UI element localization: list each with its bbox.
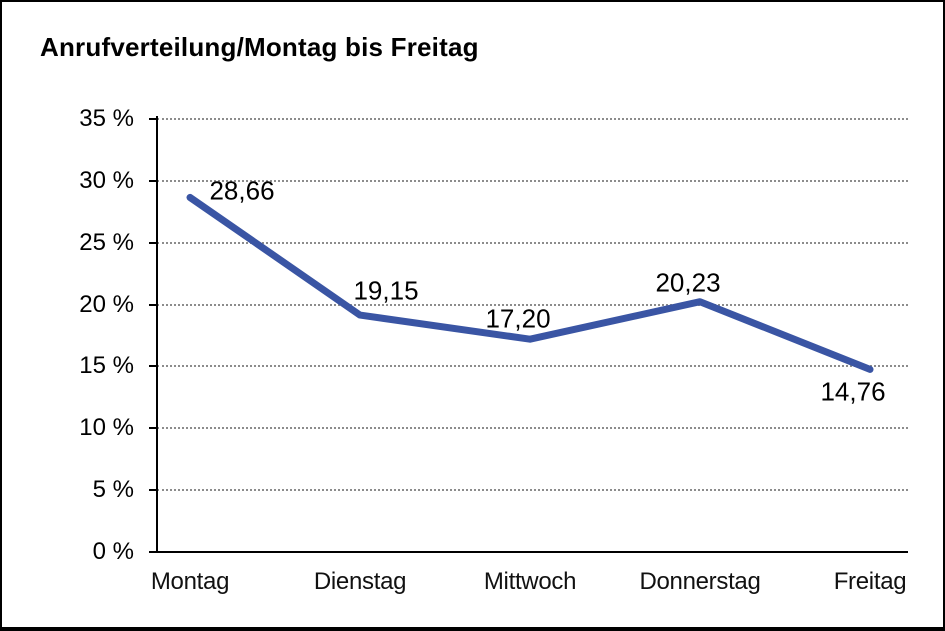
series-line: [186, 193, 874, 373]
data-point-label: 14,76: [820, 376, 886, 407]
x-category-label: Freitag: [833, 568, 907, 595]
y-tick-mark: [149, 489, 157, 492]
y-tick-label: 20 %: [79, 290, 134, 318]
y-tick-mark: [149, 118, 157, 120]
gridline: [157, 118, 908, 120]
data-point-label: 28,66: [209, 175, 275, 206]
y-tick-label: 10 %: [79, 414, 134, 442]
x-category-label: Montag: [150, 568, 230, 595]
y-tick-label: 0 %: [92, 538, 134, 565]
y-tick-label: 25 %: [79, 228, 134, 256]
y-tick-mark: [149, 365, 157, 368]
y-tick-mark: [149, 303, 157, 306]
gridline: [157, 489, 908, 492]
y-tick-label: 15 %: [79, 352, 134, 380]
y-tick-mark: [149, 427, 157, 430]
chart-title: Anrufverteilung/Montag bis Freitag: [40, 32, 479, 62]
y-tick-mark: [149, 241, 157, 244]
x-category-label: Donnerstag: [639, 568, 761, 595]
data-point-label: 17,20: [485, 303, 551, 334]
data-point-label: 20,23: [655, 267, 721, 298]
y-tick-label: 30 %: [79, 166, 134, 194]
y-tick-label: 35 %: [79, 105, 134, 132]
y-tick-label: 5 %: [92, 476, 134, 504]
data-point-label: 19,15: [353, 275, 419, 306]
gridline: [157, 365, 908, 368]
gridline: [157, 427, 908, 430]
y-tick-mark: [149, 179, 157, 182]
y-tick-mark: [149, 551, 157, 553]
x-category-label: Dienstag: [313, 568, 407, 595]
y-axis-line: [156, 116, 158, 553]
gridline: [157, 179, 908, 182]
gridline: [157, 241, 908, 244]
x-axis-line: [156, 551, 908, 553]
x-category-label: Mittwoch: [483, 568, 577, 595]
